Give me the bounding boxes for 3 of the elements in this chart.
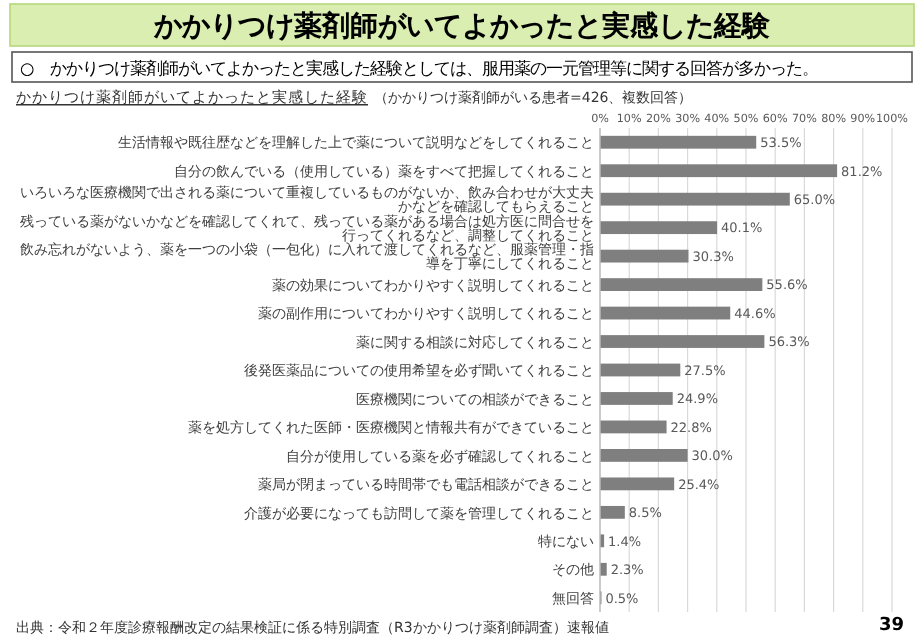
chart-title: かかりつけ薬剤師がいてよかったと実感した経験	[152, 9, 772, 43]
text: 39	[878, 616, 904, 636]
text: ○ かかりつけ薬剤師がいてよかったと実感した経験としては、服用薬の一元管理等に関する回答が多かった。	[20, 58, 819, 78]
